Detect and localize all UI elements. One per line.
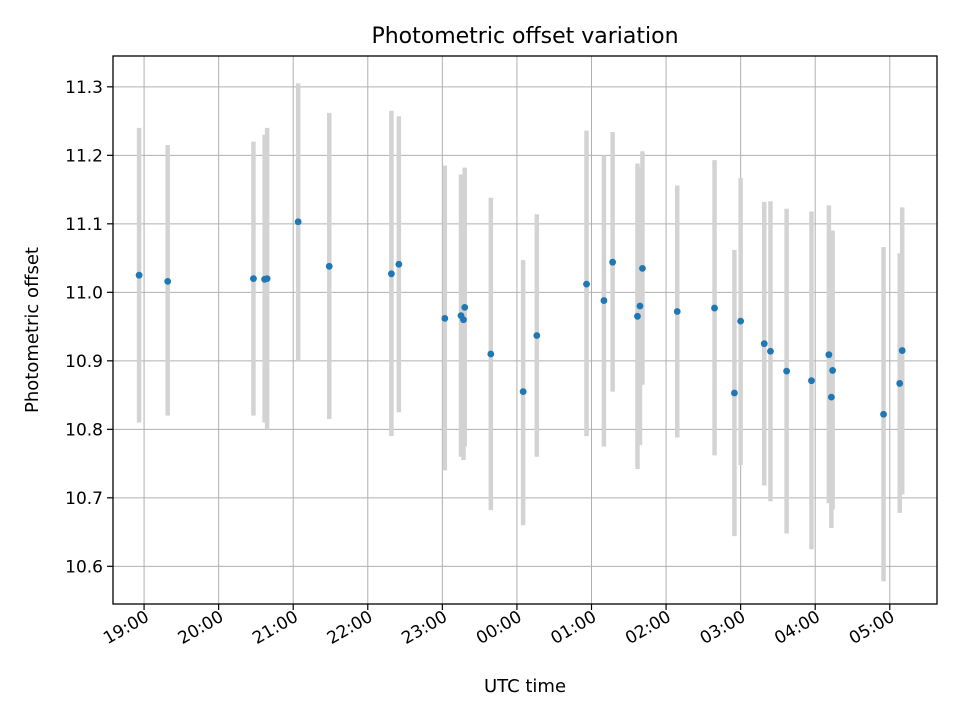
data-point — [250, 275, 257, 283]
x-axis-label: UTC time — [484, 676, 566, 697]
y-tick-label: 10.9 — [65, 352, 103, 372]
y-tick-label: 10.7 — [65, 489, 103, 509]
data-point — [898, 347, 906, 354]
data-point — [609, 258, 617, 266]
y-tick-label: 11.0 — [65, 283, 103, 303]
data-point — [519, 388, 527, 396]
data-point — [600, 297, 608, 304]
y-tick-label: 11.1 — [65, 215, 103, 235]
data-point — [808, 377, 815, 385]
data-point — [441, 314, 449, 322]
data-point — [825, 351, 833, 359]
y-axis-label: Photometric offset — [22, 247, 43, 413]
data-point — [294, 218, 302, 226]
data-point — [827, 393, 835, 401]
data-points — [135, 218, 906, 418]
plot-frame — [112, 55, 938, 605]
y-tick-label: 11.3 — [65, 78, 103, 98]
data-point — [164, 277, 172, 285]
data-point — [639, 264, 646, 272]
y-tick-label: 10.6 — [65, 557, 103, 577]
data-point — [634, 312, 641, 320]
y-tick-label: 10.8 — [65, 420, 103, 440]
data-point — [460, 316, 467, 324]
data-point — [767, 347, 774, 355]
data-point — [487, 350, 495, 358]
data-point — [583, 280, 590, 288]
data-point — [636, 302, 644, 310]
data-point — [829, 367, 837, 374]
data-point — [673, 308, 681, 315]
data-point — [760, 340, 768, 348]
data-point — [711, 304, 718, 312]
data-point — [731, 389, 738, 397]
chart-title: Photometric offset variation — [371, 24, 678, 49]
data-point — [737, 317, 745, 325]
data-point — [135, 271, 143, 279]
data-point — [533, 332, 541, 339]
data-point — [387, 270, 395, 278]
data-point — [263, 275, 271, 283]
data-point — [896, 380, 904, 387]
data-point — [325, 262, 333, 270]
data-point — [783, 367, 791, 375]
data-point — [395, 260, 403, 268]
y-tick-label: 11.2 — [65, 146, 103, 166]
data-point — [461, 303, 469, 311]
y-axis-ticks: 10.6 10.7 10.8 10.9 11.0 11.1 11.2 11.3 — [65, 78, 113, 577]
data-point — [880, 410, 887, 418]
